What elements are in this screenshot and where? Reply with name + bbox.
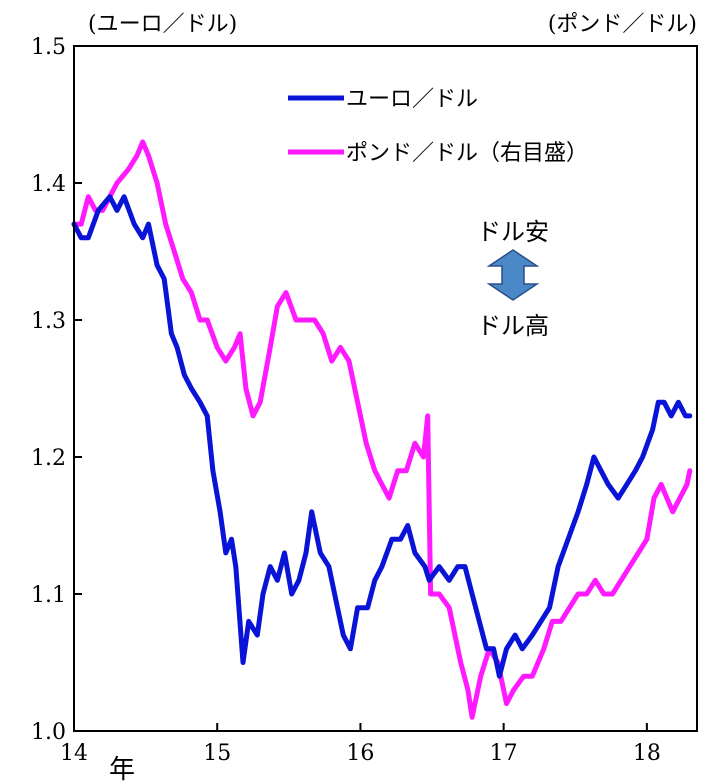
dollar-strong-label: ドル高 — [477, 312, 549, 340]
dollar-weak-label: ドル安 — [477, 218, 549, 246]
legend: ユーロ／ドル ポンド／ドル（右目盛） — [288, 87, 588, 166]
x-unit-label: 年 — [109, 755, 135, 783]
plot-frame — [73, 45, 698, 732]
y-tick-label: 1.5 — [31, 35, 66, 60]
plot-area — [71, 139, 693, 720]
y-tick-label: 1.1 — [31, 583, 66, 608]
left-axis-label: (ユーロ／ドル) — [88, 12, 237, 37]
series-line-eur-usd — [71, 194, 693, 679]
legend-label-gbp-usd: ポンド／ドル（右目盛） — [346, 141, 588, 166]
axes: 1.0 1.1 1.2 1.3 1.4 1.5 14 15 16 17 18 — [31, 35, 661, 766]
legend-label-eur-usd: ユーロ／ドル — [346, 87, 478, 112]
x-tick-label: 17 — [490, 741, 518, 766]
y-tick-label: 1.0 — [31, 720, 66, 745]
x-tick-label: 18 — [633, 741, 661, 766]
right-axis-label: (ポンド／ドル) — [548, 12, 697, 37]
x-tick-label: 14 — [60, 741, 88, 766]
y-tick-label: 1.4 — [31, 172, 66, 197]
y-tick-label: 1.3 — [31, 309, 66, 334]
dollar-direction-annotation: ドル安 ドル高 — [477, 218, 549, 340]
double-arrow-icon — [486, 249, 540, 301]
x-tick-label: 15 — [203, 741, 231, 766]
series-line-gbp-usd — [71, 139, 693, 720]
x-tick-label: 16 — [346, 741, 374, 766]
y-tick-label: 1.2 — [31, 446, 66, 471]
